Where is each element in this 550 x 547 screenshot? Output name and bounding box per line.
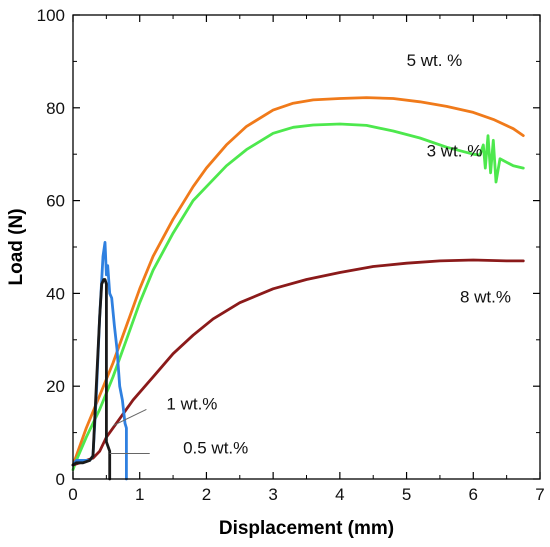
plot-frame xyxy=(72,14,541,480)
annotation-leader-line xyxy=(112,408,147,427)
x-tick-label: 6 xyxy=(469,485,478,504)
series-line-0-5-wt xyxy=(71,278,112,481)
ticks-layer xyxy=(72,14,541,480)
series-label: 1 wt.% xyxy=(166,394,217,413)
series-layer xyxy=(71,96,525,481)
y-axis-title: Load (N) xyxy=(6,208,27,285)
x-tick-label: 3 xyxy=(268,485,277,504)
series-label: 0.5 wt.% xyxy=(183,438,248,457)
y-tick-label: 40 xyxy=(46,284,65,303)
x-axis-title: Displacement (mm) xyxy=(219,518,394,539)
y-tick-label: 0 xyxy=(56,470,65,489)
series-line-3-wt xyxy=(71,122,525,472)
x-tick-label: 4 xyxy=(335,485,344,504)
x-tick-label: 1 xyxy=(135,485,144,504)
series-label: 3 wt. % xyxy=(427,142,483,161)
x-tick-label: 2 xyxy=(202,485,211,504)
series-line-8-wt xyxy=(71,258,525,467)
series-label: 5 wt. % xyxy=(407,51,463,70)
y-tick-label: 20 xyxy=(46,377,65,396)
labels-layer: 0 1 2 3 4 5 6 7 0 20 40 60 80 100 5 wt. % 3 wt. % 8 wt.%… xyxy=(37,6,545,504)
x-tick-label: 5 xyxy=(402,485,411,504)
y-tick-label: 100 xyxy=(37,6,65,25)
x-tick-label: 7 xyxy=(535,485,544,504)
series-line-5-wt xyxy=(71,96,525,467)
x-tick-label: 0 xyxy=(68,485,77,504)
y-tick-label: 80 xyxy=(46,99,65,118)
series-label: 8 wt.% xyxy=(460,288,511,307)
y-tick-label: 60 xyxy=(46,192,65,211)
